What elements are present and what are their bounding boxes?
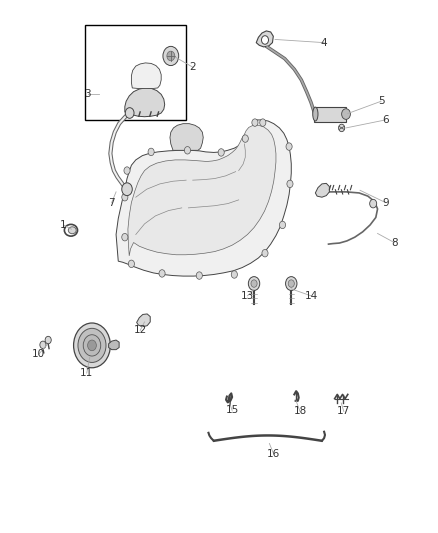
Circle shape <box>196 272 202 279</box>
Circle shape <box>88 340 96 351</box>
Circle shape <box>339 124 345 132</box>
Text: 15: 15 <box>226 406 239 415</box>
Circle shape <box>252 119 258 126</box>
Circle shape <box>251 280 257 287</box>
Circle shape <box>148 148 154 156</box>
Text: 2: 2 <box>189 62 196 72</box>
Circle shape <box>260 119 266 126</box>
Text: 4: 4 <box>321 38 328 47</box>
Polygon shape <box>256 31 273 47</box>
Polygon shape <box>116 120 291 276</box>
Ellipse shape <box>313 107 318 121</box>
Text: 12: 12 <box>134 326 147 335</box>
Circle shape <box>159 270 165 277</box>
Circle shape <box>248 277 260 290</box>
Bar <box>85 25 186 120</box>
Circle shape <box>342 109 350 119</box>
Text: 14: 14 <box>304 291 318 301</box>
Polygon shape <box>131 63 161 88</box>
Text: 17: 17 <box>337 407 350 416</box>
Circle shape <box>184 147 191 154</box>
Text: 7: 7 <box>108 198 115 207</box>
Circle shape <box>78 328 106 362</box>
Text: 18: 18 <box>293 407 307 416</box>
Text: 9: 9 <box>382 198 389 207</box>
Circle shape <box>231 271 237 278</box>
Circle shape <box>262 249 268 257</box>
Circle shape <box>286 277 297 290</box>
Circle shape <box>287 180 293 188</box>
Polygon shape <box>128 125 276 256</box>
Circle shape <box>242 135 248 142</box>
Circle shape <box>261 36 268 44</box>
Polygon shape <box>315 183 329 197</box>
Text: 13: 13 <box>241 291 254 301</box>
Circle shape <box>74 323 110 368</box>
Polygon shape <box>170 124 203 150</box>
Text: 3: 3 <box>84 89 91 99</box>
Circle shape <box>122 233 128 241</box>
Text: 11: 11 <box>80 368 93 378</box>
Circle shape <box>45 336 51 344</box>
Polygon shape <box>109 340 119 350</box>
Circle shape <box>124 167 130 174</box>
Circle shape <box>218 149 224 156</box>
Text: 6: 6 <box>382 115 389 125</box>
Circle shape <box>167 51 175 61</box>
Text: 16: 16 <box>267 449 280 459</box>
Polygon shape <box>137 314 150 327</box>
Text: 8: 8 <box>391 238 398 247</box>
Text: 1: 1 <box>60 220 67 230</box>
Text: 5: 5 <box>378 96 385 106</box>
Text: 10: 10 <box>32 350 45 359</box>
Ellipse shape <box>68 227 76 233</box>
Circle shape <box>122 193 128 201</box>
Polygon shape <box>125 88 165 117</box>
Circle shape <box>40 341 46 349</box>
Circle shape <box>125 108 134 118</box>
Circle shape <box>288 280 294 287</box>
Circle shape <box>163 46 179 66</box>
Circle shape <box>370 199 377 208</box>
Circle shape <box>83 335 101 356</box>
Circle shape <box>279 221 286 229</box>
Circle shape <box>128 260 134 268</box>
Circle shape <box>122 183 132 196</box>
Bar <box>314 107 346 122</box>
Circle shape <box>286 143 292 150</box>
